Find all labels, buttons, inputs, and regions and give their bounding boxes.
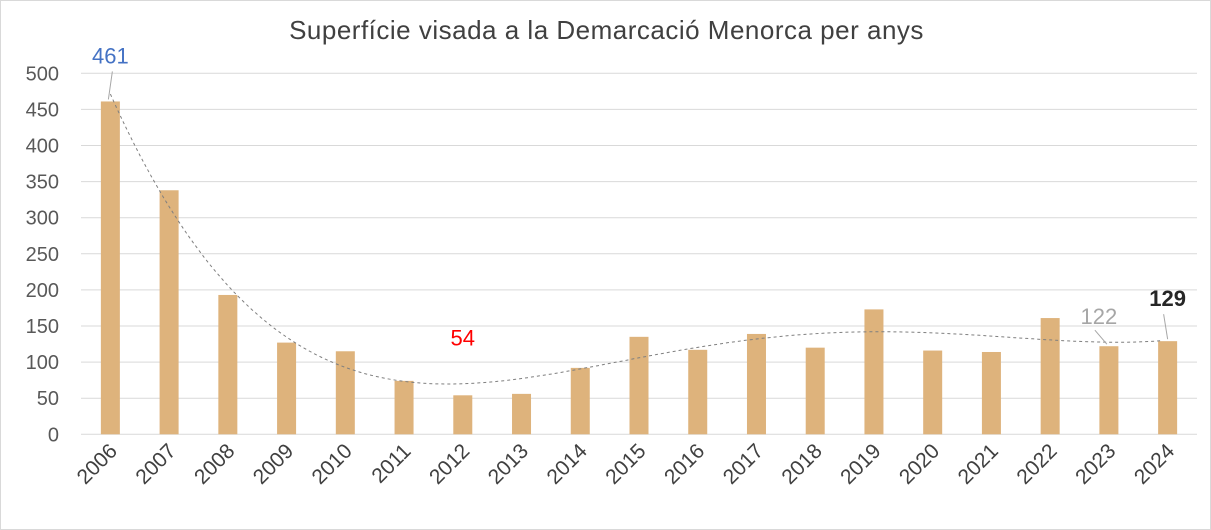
y-tick-label: 250 bbox=[26, 244, 59, 266]
x-tick-label: 2012 bbox=[425, 440, 474, 489]
bar-2023 bbox=[1099, 346, 1119, 435]
x-tick-label: 2018 bbox=[777, 440, 826, 489]
data-label-2023: 122 bbox=[1081, 304, 1118, 329]
x-tick-label: 2020 bbox=[895, 440, 944, 489]
x-tick-label: 2009 bbox=[249, 440, 298, 489]
x-tick-label: 2024 bbox=[1130, 439, 1180, 489]
x-tick-label: 2011 bbox=[367, 440, 415, 488]
bar-2010 bbox=[335, 351, 355, 435]
x-tick-label: 2006 bbox=[73, 440, 122, 489]
y-tick-label: 100 bbox=[26, 352, 59, 374]
bar-2020 bbox=[923, 350, 943, 435]
bar-2016 bbox=[688, 349, 708, 435]
x-tick-label: 2022 bbox=[1012, 440, 1061, 489]
x-tick-label: 2007 bbox=[131, 440, 180, 489]
bar-2021 bbox=[981, 351, 1001, 435]
y-tick-label: 150 bbox=[26, 316, 59, 338]
x-tick-label: 2021 bbox=[954, 440, 1003, 489]
bar-2009 bbox=[277, 342, 297, 435]
leader-line bbox=[107, 71, 113, 100]
bar-2015 bbox=[629, 336, 649, 435]
y-tick-label: 500 bbox=[26, 63, 59, 85]
y-tick-label: 300 bbox=[26, 208, 59, 230]
x-tick-label: 2015 bbox=[601, 440, 650, 489]
y-tick-label: 50 bbox=[37, 388, 59, 410]
x-tick-label: 2023 bbox=[1071, 440, 1120, 489]
bar-2018 bbox=[805, 347, 825, 435]
y-tick-label: 400 bbox=[26, 136, 59, 158]
data-label-2024: 129 bbox=[1149, 286, 1186, 311]
bar-2006 bbox=[100, 101, 120, 435]
data-label-2012: 54 bbox=[451, 325, 475, 350]
bar-2012 bbox=[453, 395, 473, 435]
y-tick-label: 350 bbox=[26, 172, 59, 194]
leader-line bbox=[1094, 329, 1108, 345]
y-tick-label: 450 bbox=[26, 99, 59, 121]
bar-2019 bbox=[864, 309, 884, 435]
x-tick-label: 2017 bbox=[719, 440, 768, 489]
bar-2014 bbox=[570, 367, 590, 435]
bar-2024 bbox=[1158, 341, 1178, 435]
y-tick-label: 200 bbox=[26, 280, 59, 302]
trendline bbox=[109, 93, 1162, 385]
bar-2007 bbox=[159, 190, 179, 435]
x-tick-label: 2016 bbox=[660, 440, 709, 489]
x-tick-label: 2008 bbox=[190, 440, 239, 489]
x-tick-label: 2019 bbox=[836, 440, 885, 489]
leader-line bbox=[1163, 314, 1169, 340]
chart-title: Superfície visada a la Demarcació Menorc… bbox=[289, 15, 924, 45]
bar-2008 bbox=[218, 294, 238, 435]
data-label-2006: 461 bbox=[92, 43, 129, 68]
x-tick-label: 2014 bbox=[543, 439, 593, 489]
bar-2011 bbox=[394, 380, 414, 435]
bar-2013 bbox=[512, 393, 532, 435]
bar-2017 bbox=[746, 333, 766, 435]
bar-2022 bbox=[1040, 318, 1060, 435]
y-tick-label: 0 bbox=[48, 424, 59, 446]
x-tick-label: 2013 bbox=[484, 440, 533, 489]
x-tick-label: 2010 bbox=[308, 440, 357, 489]
